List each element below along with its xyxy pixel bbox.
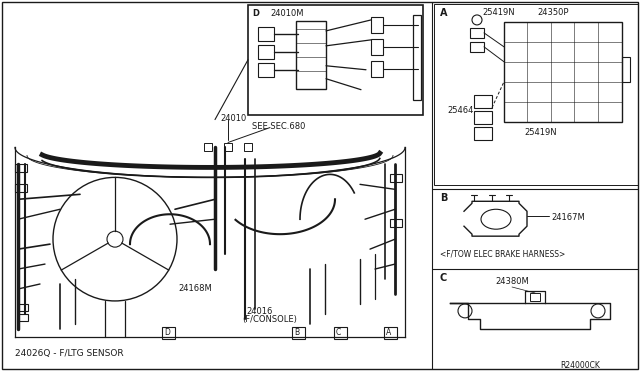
- Text: R24000CK: R24000CK: [560, 361, 600, 370]
- Bar: [530, 293, 540, 301]
- Text: 24380M: 24380M: [495, 277, 529, 286]
- Bar: [371, 61, 383, 77]
- Text: C: C: [336, 328, 341, 337]
- Text: 24167M: 24167M: [551, 213, 585, 222]
- Text: 24168M: 24168M: [178, 284, 212, 293]
- Bar: [474, 94, 492, 108]
- Bar: [224, 144, 232, 151]
- Text: A: A: [386, 328, 391, 337]
- Bar: [258, 63, 274, 77]
- Bar: [371, 39, 383, 55]
- Text: D: D: [252, 9, 259, 18]
- Bar: [470, 42, 484, 52]
- Text: A: A: [440, 8, 447, 18]
- Bar: [470, 28, 484, 38]
- Bar: [474, 110, 492, 124]
- Bar: [18, 304, 28, 311]
- Text: <F/TOW ELEC BRAKE HARNESS>: <F/TOW ELEC BRAKE HARNESS>: [440, 249, 565, 258]
- Bar: [434, 4, 638, 185]
- Bar: [390, 174, 402, 182]
- Bar: [504, 22, 622, 122]
- Bar: [244, 144, 252, 151]
- Bar: [292, 327, 305, 339]
- Bar: [162, 327, 175, 339]
- Text: SEE SEC.680: SEE SEC.680: [252, 122, 305, 131]
- Text: 25419N: 25419N: [482, 8, 515, 17]
- Text: 24016: 24016: [246, 307, 273, 316]
- Bar: [390, 219, 402, 227]
- Bar: [258, 27, 274, 41]
- Text: 25419N: 25419N: [524, 128, 557, 137]
- Text: C: C: [440, 273, 447, 283]
- Bar: [204, 144, 212, 151]
- Bar: [296, 21, 326, 89]
- Bar: [622, 57, 630, 82]
- Bar: [334, 327, 347, 339]
- Bar: [384, 327, 397, 339]
- Bar: [474, 126, 492, 140]
- Text: (F/CONSOLE): (F/CONSOLE): [242, 315, 297, 324]
- Bar: [15, 185, 27, 192]
- Text: 24026Q - F/LTG SENSOR: 24026Q - F/LTG SENSOR: [15, 349, 124, 358]
- Text: 24010M: 24010M: [270, 9, 303, 18]
- Text: B: B: [294, 328, 299, 337]
- Text: 24010: 24010: [220, 113, 246, 123]
- Text: D: D: [164, 328, 170, 337]
- Bar: [18, 314, 28, 321]
- Text: 24350P: 24350P: [537, 8, 568, 17]
- Bar: [413, 15, 421, 100]
- Text: 25464: 25464: [447, 106, 474, 115]
- Text: B: B: [440, 193, 447, 203]
- Bar: [15, 164, 27, 172]
- Bar: [248, 5, 423, 115]
- Bar: [258, 45, 274, 59]
- Bar: [371, 17, 383, 33]
